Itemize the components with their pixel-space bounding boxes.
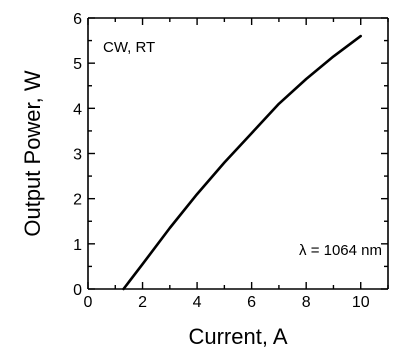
y-tick-label: 5	[73, 56, 82, 73]
y-tick-label: 4	[73, 101, 82, 118]
y-tick-label: 3	[73, 147, 82, 164]
series-group	[122, 34, 362, 291]
y-tick-label: 2	[73, 192, 82, 209]
x-tick-label: 0	[84, 294, 93, 311]
series-line-0	[122, 34, 362, 291]
x-ticks: 0 2 4 6 8 10	[84, 18, 389, 311]
x-tick-label: 10	[352, 294, 370, 311]
x-axis-title: Current, A	[188, 324, 287, 349]
x-tick-label: 4	[193, 294, 202, 311]
y-tick-label: 6	[73, 11, 82, 28]
x-tick-label: 2	[138, 294, 147, 311]
annotation-cw-rt: CW, RT	[103, 39, 155, 56]
y-tick-label: 0	[73, 282, 82, 299]
x-tick-label: 6	[247, 294, 256, 311]
y-tick-label: 1	[73, 237, 82, 254]
annotation-wavelength: λ = 1064 nm	[299, 242, 382, 259]
x-tick-label: 8	[302, 294, 311, 311]
y-ticks: 0 1 2 3 4 5 6	[73, 11, 388, 299]
y-axis-title: Output Power, W	[20, 70, 45, 237]
